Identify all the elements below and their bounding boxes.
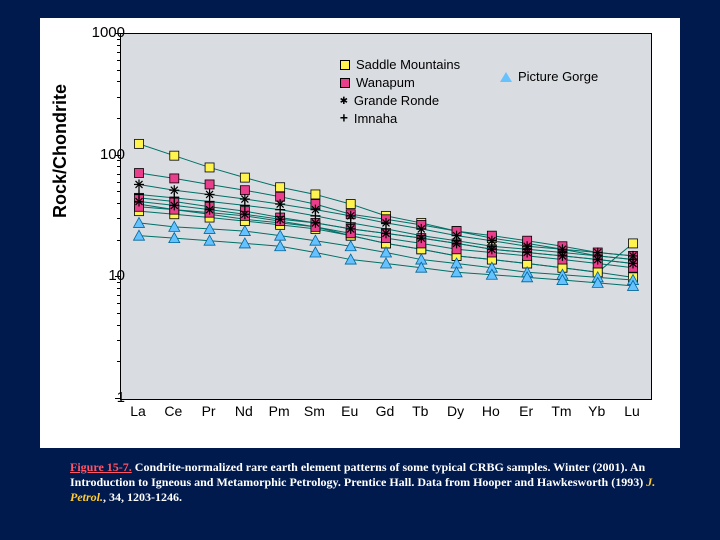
chart-panel: Rock/Chondrite 1101001000 LaCePrNdPmSmEu… xyxy=(40,18,680,448)
x-tick-label: Dy xyxy=(443,403,469,419)
x-tick-label: Sm xyxy=(301,403,327,419)
caption-body-2: , 34, 1203-1246. xyxy=(103,490,182,504)
x-tick-label: Nd xyxy=(231,403,257,419)
x-tick-label: Lu xyxy=(619,403,645,419)
legend-wanapum: Wanapum xyxy=(340,74,460,92)
x-tick-label: Ho xyxy=(478,403,504,419)
legend-saddle: Saddle Mountains xyxy=(340,56,460,74)
square-icon xyxy=(340,60,350,70)
x-tick-label: Yb xyxy=(584,403,610,419)
legend-label: Saddle Mountains xyxy=(356,56,460,74)
x-tick-label: La xyxy=(125,403,151,419)
figure-number: Figure 15-7. xyxy=(70,460,132,474)
y-axis-label: Rock/Chondrite xyxy=(50,84,71,218)
legend-grande: ✱ Grande Ronde xyxy=(340,92,460,110)
square-icon xyxy=(340,78,350,88)
legend-label: Picture Gorge xyxy=(518,68,598,86)
x-tick-label: Tm xyxy=(548,403,574,419)
legend-box-1: Saddle Mountains Wanapum ✱ Grande Ronde … xyxy=(340,56,460,128)
x-tick-label: Gd xyxy=(372,403,398,419)
x-tick-label: Er xyxy=(513,403,539,419)
caption-body-1: Condrite-normalized rare earth element p… xyxy=(70,460,646,489)
legend-label: Grande Ronde xyxy=(354,92,439,110)
legend-box-2: Picture Gorge xyxy=(500,68,598,86)
plus-icon: + xyxy=(340,110,348,128)
x-tick-label: Tb xyxy=(407,403,433,419)
legend-label: Wanapum xyxy=(356,74,415,92)
figure-caption: Figure 15-7. Condrite-normalized rare ea… xyxy=(70,460,660,505)
x-tick-label: Eu xyxy=(337,403,363,419)
x-tick-label: Pm xyxy=(266,403,292,419)
legend-picture: Picture Gorge xyxy=(500,68,598,86)
x-tick-label: Ce xyxy=(160,403,186,419)
legend-imnaha: + Imnaha xyxy=(340,110,460,128)
legend-label: Imnaha xyxy=(354,110,397,128)
x-tick-label: Pr xyxy=(196,403,222,419)
triangle-icon xyxy=(500,72,512,82)
star-icon: ✱ xyxy=(340,92,348,110)
slide: Rock/Chondrite 1101001000 LaCePrNdPmSmEu… xyxy=(0,0,720,540)
